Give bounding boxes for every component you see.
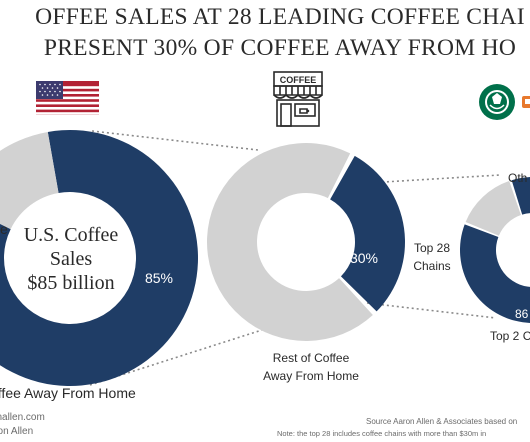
footer-author: Aaron Allen [0, 426, 34, 437]
donut-2-right-caption-line-2: Chains [413, 259, 450, 273]
partial-logo-icon [522, 96, 530, 108]
donut-1-percent-label: 85% [145, 270, 173, 286]
footer-website: aronallen.com [0, 412, 45, 423]
donut-2-percent-label: 30% [350, 250, 378, 266]
center-label-line-2: Sales [50, 248, 92, 270]
donut-1-gray-label-partial: e [0, 221, 8, 237]
donut-2-bottom-caption-line-1: Rest of Coffee [273, 351, 350, 365]
donut-3-top-caption: Oth [508, 171, 527, 185]
donut-2-right-caption-line-1: Top 28 [414, 241, 450, 255]
donut-top-28-chains [460, 177, 530, 323]
donut-3-slice-top-2-c [460, 177, 530, 323]
coffee-shop-sign: COFFEE [280, 75, 317, 85]
starbucks-logo-icon [479, 84, 515, 120]
headline-line-1: OFFEE SALES AT 28 LEADING COFFEE CHAI [35, 4, 525, 30]
donut-1-slice-other [0, 131, 59, 230]
footer-note: Note: the top 28 includes coffee chains … [277, 429, 487, 438]
connector-line-3 [366, 174, 501, 184]
donut-3-bottom-caption: Top 2 C [490, 329, 530, 343]
connector-line-4 [366, 302, 497, 319]
donut-1-caption: offee Away From Home [0, 385, 136, 401]
donut-2-slice-top-28-chains [330, 155, 405, 312]
donut-2-slice-rest-of-coffee-away-from-home [207, 143, 373, 341]
coffee-shop-icon: COFFEE [273, 71, 323, 127]
headline-line-2: PRESENT 30% OF COFFEE AWAY FROM HO [43, 35, 517, 61]
donut-2-bottom-caption-line-2: Away From Home [263, 369, 359, 383]
donut-coffee-away-from-home [207, 143, 405, 341]
center-label-line-3: $85 billion [27, 272, 114, 294]
center-label-line-1: U.S. Coffee [24, 224, 119, 246]
donut-3-slice-oth [465, 180, 521, 236]
donut-us-coffee-sales [0, 130, 198, 386]
us-flag-icon [36, 81, 99, 115]
donut-3-percent-label: 86 [515, 307, 529, 321]
footer-source: Source Aaron Allen & Associates based on [366, 417, 518, 426]
donut-1-slice-coffee-away-from-home [0, 130, 198, 386]
